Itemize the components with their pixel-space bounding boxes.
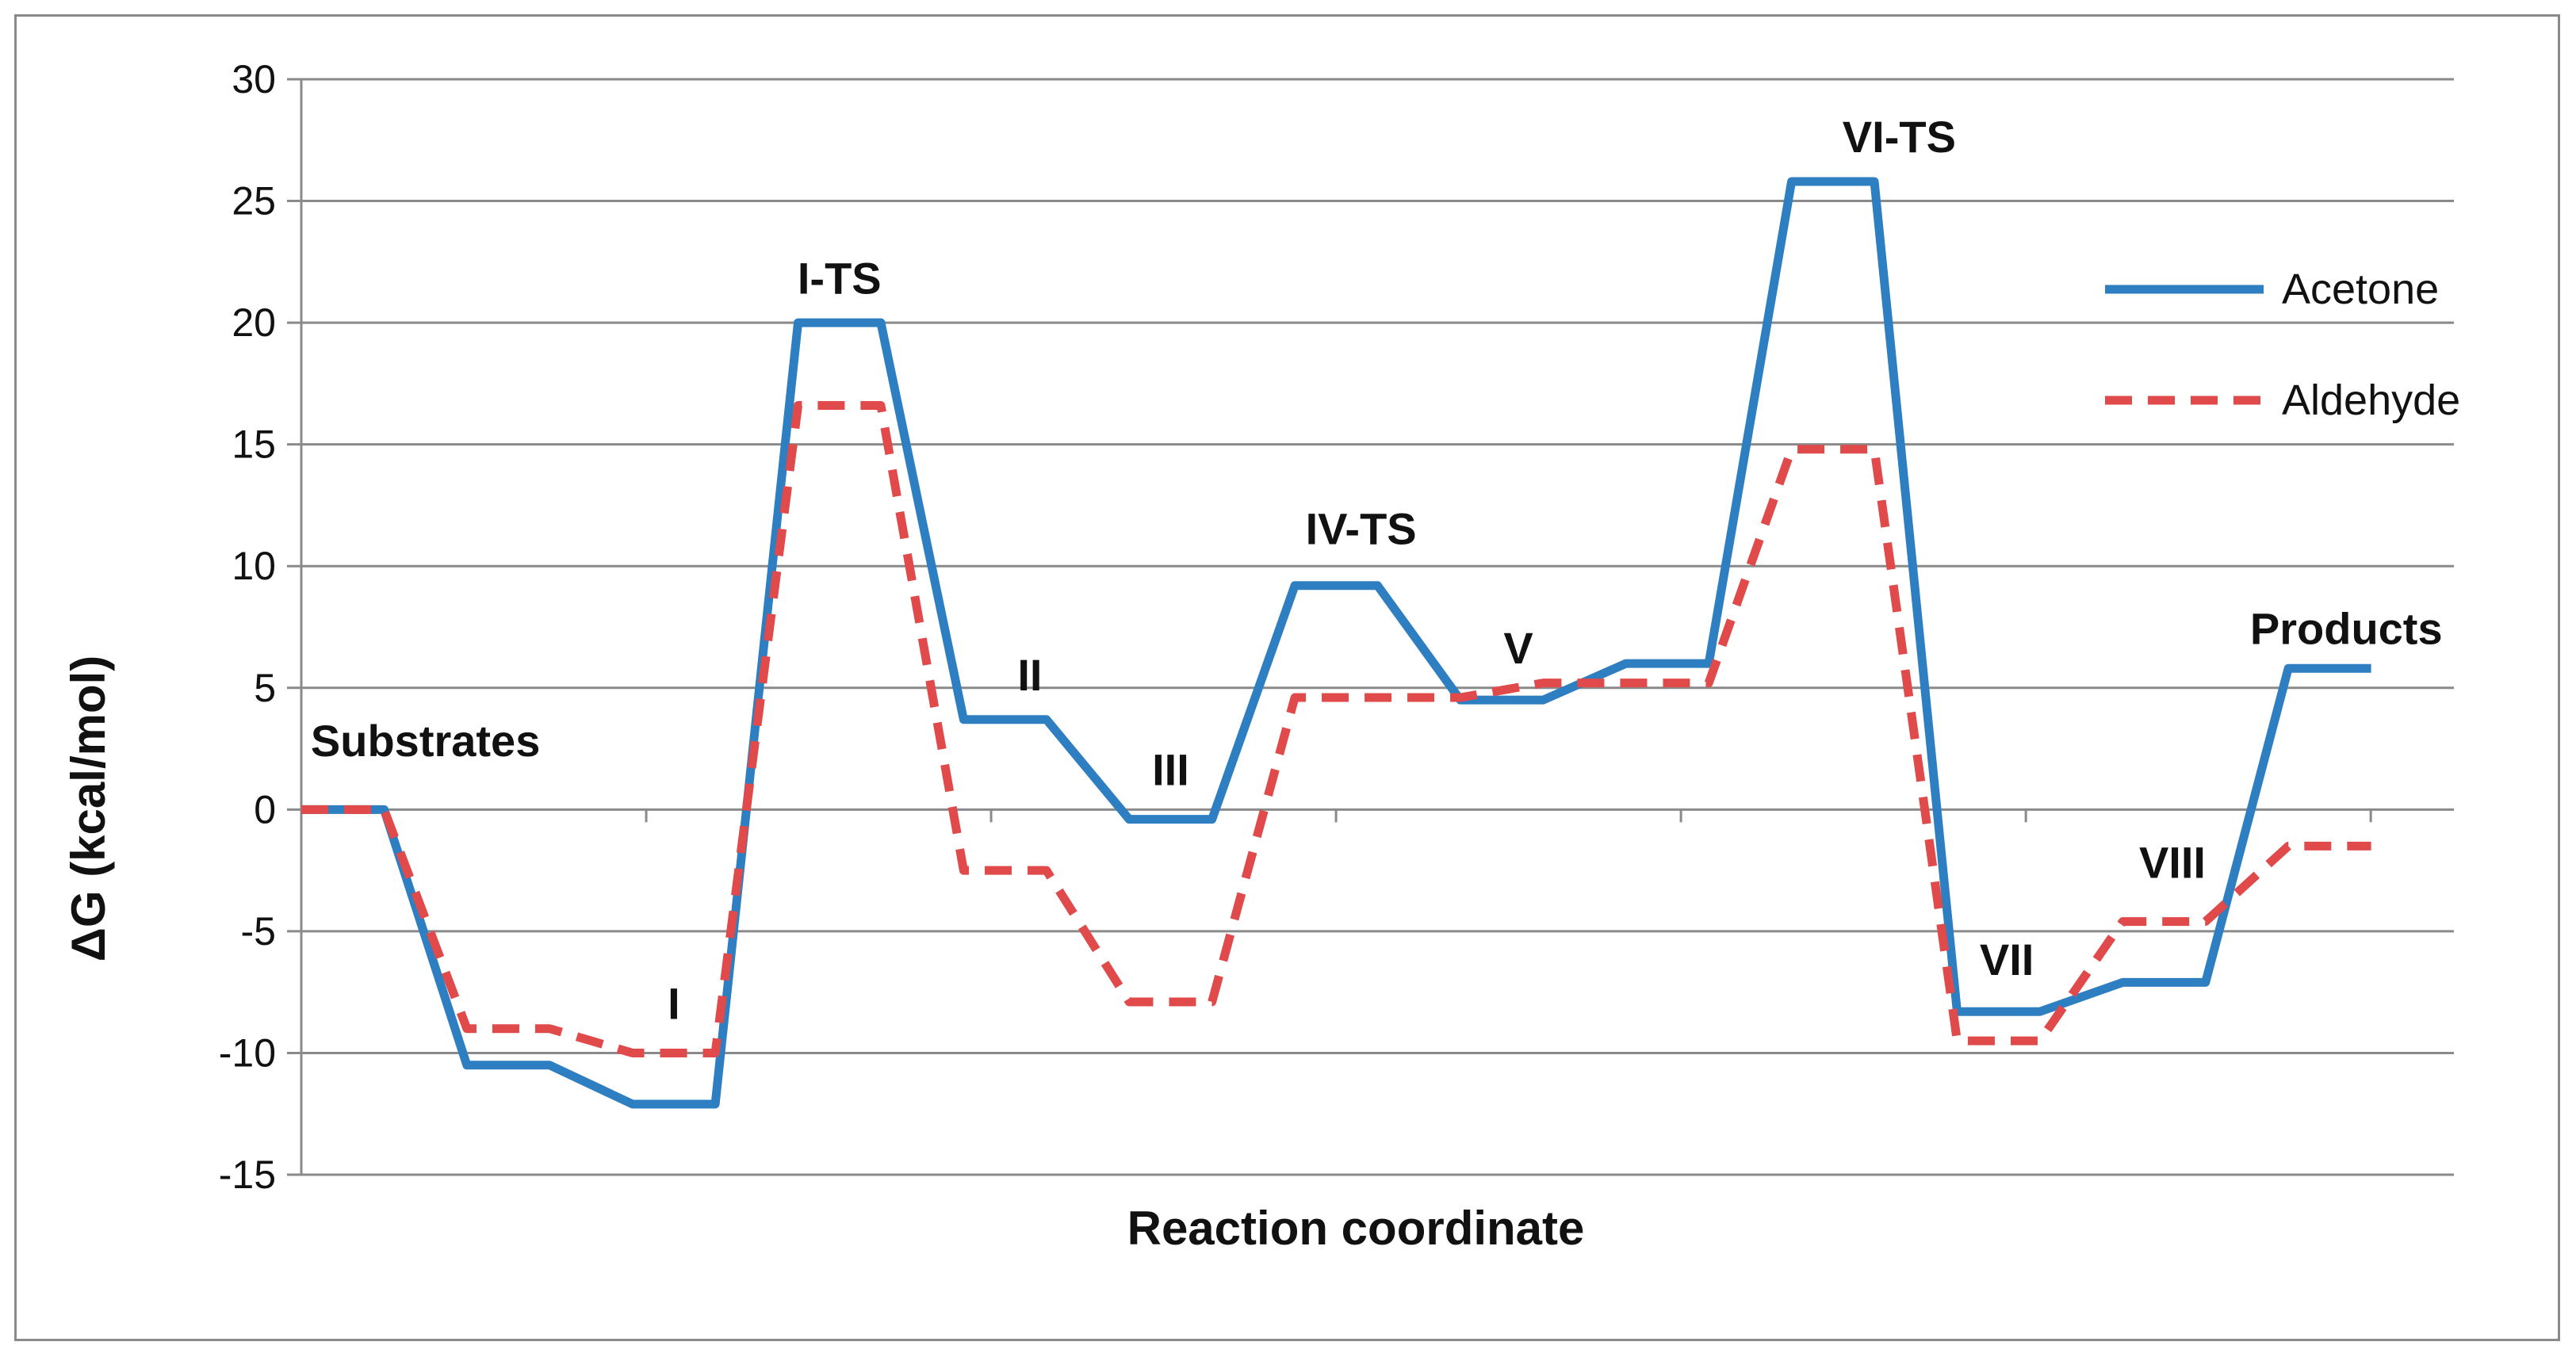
point-label: VI-TS (1843, 112, 1956, 162)
point-label: Products (2250, 603, 2443, 653)
series-line-acetone (301, 177, 2371, 1109)
y-tick-label: 25 (232, 179, 276, 224)
y-tick-label: 5 (254, 666, 276, 710)
y-axis-title: ΔG (kcal/mol) (62, 656, 115, 962)
point-label: Substrates (311, 716, 540, 766)
point-label: V (1503, 623, 1533, 673)
axes (300, 79, 2454, 1176)
point-label: VII (1980, 935, 2034, 984)
x-axis-title: Reaction coordinate (1127, 1202, 1585, 1255)
legend: Acetone Aldehyde (2105, 266, 2460, 424)
legend-label-acetone: Acetone (2282, 266, 2439, 313)
point-label: VIII (2139, 837, 2206, 887)
point-labels: SubstratesII-TSIIIIIIV-TSVVI-TSVIIVIIIPr… (311, 112, 2443, 1028)
series-line-aldehyde (301, 401, 2371, 1057)
y-tick-label: -15 (219, 1152, 276, 1197)
y-tick-label: 30 (232, 57, 276, 101)
point-label: I-TS (798, 253, 882, 303)
point-label: IV-TS (1306, 504, 1417, 554)
gridlines (301, 78, 2454, 1054)
point-label: I (668, 978, 680, 1028)
y-tick-label: 15 (232, 422, 276, 467)
chart-frame (14, 14, 2560, 1341)
y-tick-label: 0 (254, 787, 276, 831)
point-label: III (1152, 745, 1189, 795)
y-tick-label: -10 (219, 1030, 276, 1075)
legend-label-aldehyde: Aldehyde (2282, 377, 2460, 424)
y-tick-label: 20 (232, 300, 276, 345)
series-lines (301, 177, 2371, 1109)
y-tick-label: -5 (241, 909, 276, 954)
y-tick-labels: 30 25 20 15 10 5 0 -5 -10 -15 (219, 57, 301, 1197)
point-label: II (1017, 650, 1042, 700)
y-tick-label: 10 (232, 544, 276, 588)
